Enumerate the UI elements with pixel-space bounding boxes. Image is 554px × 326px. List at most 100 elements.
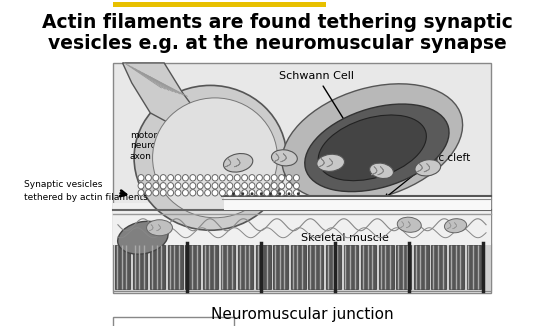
Circle shape bbox=[153, 175, 159, 181]
Circle shape bbox=[197, 190, 203, 196]
Bar bbox=[220, 245, 235, 289]
Circle shape bbox=[175, 183, 181, 189]
Circle shape bbox=[294, 190, 299, 196]
Circle shape bbox=[197, 175, 203, 181]
Bar bbox=[238, 245, 253, 289]
Bar bbox=[326, 245, 341, 289]
Circle shape bbox=[219, 175, 225, 181]
Circle shape bbox=[190, 175, 196, 181]
Bar bbox=[113, 2, 326, 7]
Circle shape bbox=[294, 183, 299, 189]
Bar bbox=[150, 245, 165, 289]
Circle shape bbox=[242, 192, 244, 195]
Circle shape bbox=[168, 190, 173, 196]
Circle shape bbox=[271, 190, 277, 196]
Bar bbox=[224, 196, 491, 210]
Text: Actin filaments are found tethering synaptic: Actin filaments are found tethering syna… bbox=[42, 13, 512, 32]
Circle shape bbox=[264, 175, 270, 181]
Bar bbox=[256, 245, 270, 289]
Circle shape bbox=[160, 175, 166, 181]
Ellipse shape bbox=[117, 221, 168, 254]
Circle shape bbox=[249, 190, 255, 196]
Circle shape bbox=[286, 183, 292, 189]
Circle shape bbox=[146, 183, 151, 189]
Bar bbox=[113, 243, 491, 291]
Ellipse shape bbox=[318, 115, 427, 181]
Circle shape bbox=[175, 175, 181, 181]
Bar bbox=[113, 317, 234, 326]
Circle shape bbox=[269, 192, 272, 195]
Bar bbox=[203, 245, 218, 289]
Circle shape bbox=[138, 183, 144, 189]
Circle shape bbox=[138, 175, 144, 181]
Circle shape bbox=[250, 192, 253, 195]
Circle shape bbox=[168, 175, 173, 181]
Circle shape bbox=[242, 190, 248, 196]
Bar bbox=[432, 245, 447, 289]
Circle shape bbox=[204, 175, 211, 181]
Polygon shape bbox=[122, 63, 201, 133]
Circle shape bbox=[234, 175, 240, 181]
Circle shape bbox=[264, 190, 270, 196]
Circle shape bbox=[234, 190, 240, 196]
Bar bbox=[186, 245, 200, 289]
Bar bbox=[115, 245, 130, 289]
Circle shape bbox=[279, 190, 285, 196]
Circle shape bbox=[212, 190, 218, 196]
Ellipse shape bbox=[134, 85, 287, 230]
Ellipse shape bbox=[305, 104, 449, 192]
Ellipse shape bbox=[397, 217, 421, 232]
Circle shape bbox=[288, 192, 290, 195]
Bar bbox=[379, 245, 393, 289]
Circle shape bbox=[271, 183, 277, 189]
Bar bbox=[361, 245, 376, 289]
Circle shape bbox=[242, 183, 248, 189]
Circle shape bbox=[286, 175, 292, 181]
Bar bbox=[466, 245, 481, 289]
Bar bbox=[396, 245, 411, 289]
Circle shape bbox=[190, 190, 196, 196]
Circle shape bbox=[286, 190, 292, 196]
Text: Synaptic vesicles
tethered by actin filaments: Synaptic vesicles tethered by actin fila… bbox=[23, 180, 147, 201]
Text: synaptic cleft: synaptic cleft bbox=[385, 153, 470, 198]
Bar bbox=[414, 245, 429, 289]
Circle shape bbox=[234, 183, 240, 189]
Circle shape bbox=[197, 183, 203, 189]
Ellipse shape bbox=[147, 220, 172, 236]
Circle shape bbox=[168, 183, 173, 189]
Text: Schwann Cell: Schwann Cell bbox=[279, 71, 354, 124]
Circle shape bbox=[138, 190, 144, 196]
Ellipse shape bbox=[415, 160, 440, 176]
Circle shape bbox=[182, 183, 188, 189]
Circle shape bbox=[182, 175, 188, 181]
Ellipse shape bbox=[317, 154, 345, 171]
Circle shape bbox=[279, 192, 281, 195]
Text: Neuromuscular junction: Neuromuscular junction bbox=[211, 307, 393, 322]
Circle shape bbox=[257, 190, 263, 196]
Circle shape bbox=[257, 183, 263, 189]
Circle shape bbox=[212, 175, 218, 181]
Circle shape bbox=[294, 175, 299, 181]
Circle shape bbox=[264, 183, 270, 189]
Ellipse shape bbox=[223, 154, 253, 172]
Circle shape bbox=[260, 192, 263, 195]
Circle shape bbox=[204, 190, 211, 196]
Circle shape bbox=[204, 183, 211, 189]
Bar bbox=[113, 203, 491, 245]
Circle shape bbox=[146, 190, 151, 196]
Ellipse shape bbox=[444, 219, 466, 233]
Circle shape bbox=[279, 183, 285, 189]
Circle shape bbox=[297, 192, 300, 195]
Bar bbox=[343, 245, 358, 289]
Bar bbox=[291, 245, 306, 289]
Circle shape bbox=[153, 183, 159, 189]
Circle shape bbox=[160, 190, 166, 196]
Bar bbox=[309, 245, 323, 289]
Text: Skeletal muscle: Skeletal muscle bbox=[301, 233, 388, 243]
Ellipse shape bbox=[152, 98, 278, 218]
Circle shape bbox=[160, 183, 166, 189]
Circle shape bbox=[212, 183, 218, 189]
Circle shape bbox=[182, 190, 188, 196]
Circle shape bbox=[249, 175, 255, 181]
Bar bbox=[168, 245, 183, 289]
